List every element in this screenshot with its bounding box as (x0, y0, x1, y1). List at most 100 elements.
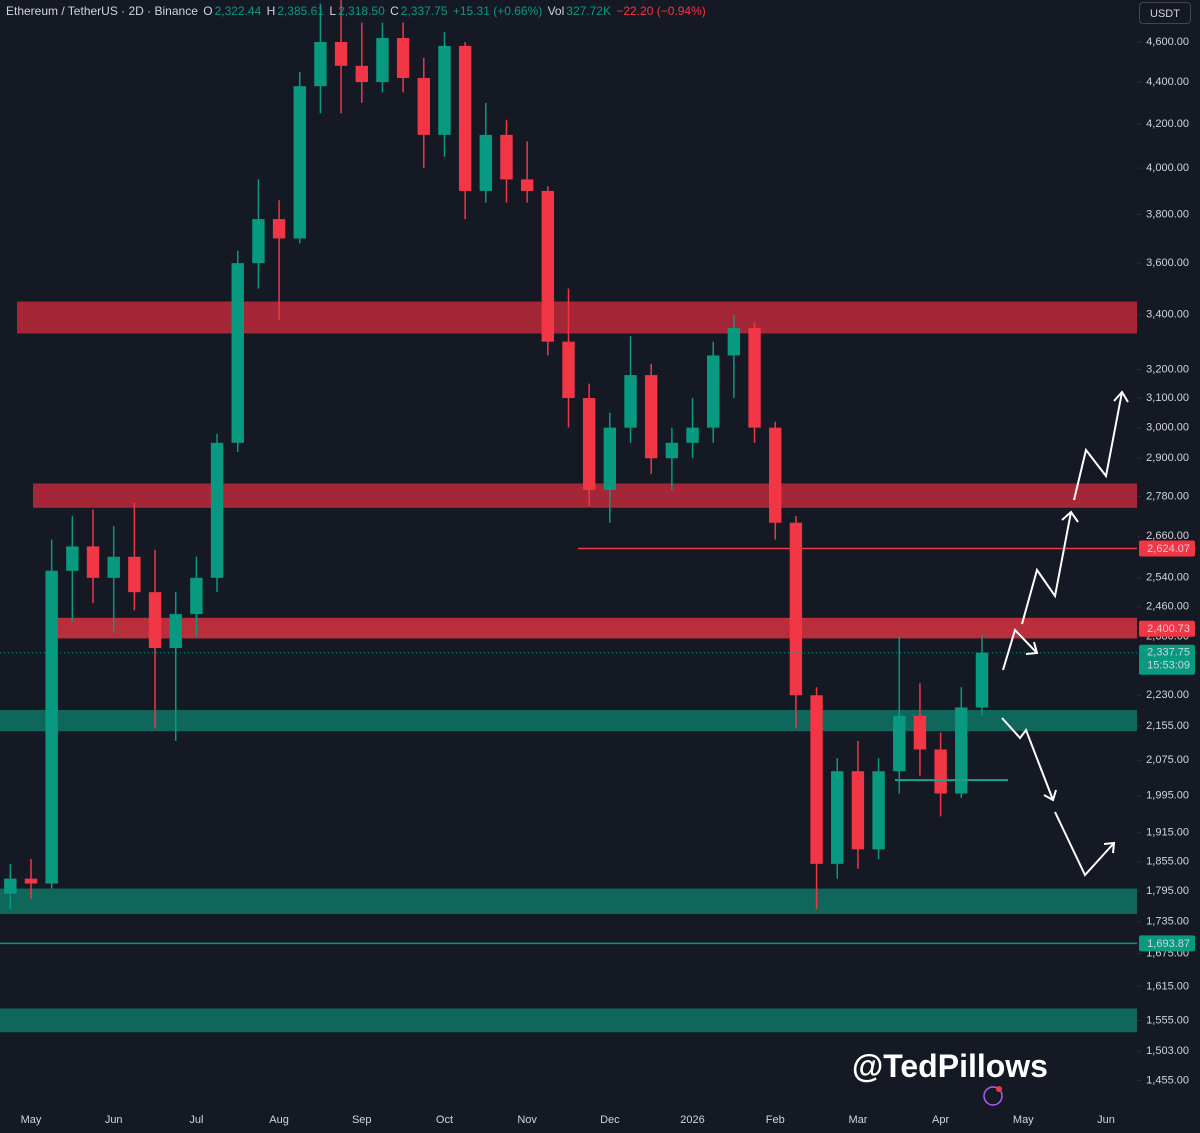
y-tick-label: 3,400.00 (1146, 309, 1189, 321)
arrow-head (1061, 510, 1079, 523)
currency-button[interactable]: USDT (1139, 2, 1191, 24)
icon-dot (996, 1086, 1002, 1092)
candle-body (128, 556, 141, 593)
zone (17, 301, 1137, 334)
arrow-head (1025, 641, 1039, 655)
y-tick-label: 3,800.00 (1146, 208, 1189, 220)
candle-body (293, 86, 306, 239)
zone (0, 888, 1137, 914)
header: Ethereum / TetherUS · 2D · Binance O 2,32… (6, 4, 708, 18)
candle-body (86, 546, 100, 578)
candle-body (520, 179, 534, 191)
last-price-label: 2,337.75 (1147, 647, 1190, 659)
x-tick-label: Jun (1097, 1114, 1115, 1126)
candle-body (603, 427, 617, 490)
arrow (1073, 391, 1123, 501)
candle-body (355, 65, 368, 83)
candle-body (107, 556, 120, 578)
candle-body (582, 398, 596, 490)
y-tick-label: 1,855.00 (1146, 855, 1189, 867)
symbol: Ethereum / TetherUS · 2D · Binance (6, 4, 198, 18)
candle-body (190, 577, 203, 615)
candle-body (955, 707, 968, 794)
last-price-box (1139, 644, 1195, 675)
candle-body (810, 695, 823, 864)
candles (0, 0, 1137, 945)
candle-body (872, 771, 885, 850)
y-tick-label: 3,000.00 (1146, 422, 1189, 434)
candle-body (376, 38, 389, 83)
arrow-head (1043, 789, 1057, 802)
y-tick-label: 2,230.00 (1146, 689, 1189, 701)
candle-body (644, 375, 658, 459)
h: 2,385.61 (277, 4, 325, 18)
y-tick-label: 2,900.00 (1146, 452, 1189, 464)
x-tick-label: Aug (269, 1114, 289, 1126)
candle-body (789, 522, 803, 696)
y-tick-label: 4,200.00 (1146, 118, 1189, 130)
candle-body (479, 134, 493, 191)
price-label-box (1139, 620, 1195, 637)
y-tick-label: 2,460.00 (1146, 601, 1189, 613)
zone (0, 709, 1137, 732)
l-label: L (329, 4, 337, 18)
zones (0, 301, 1137, 1033)
candle-body (769, 427, 782, 523)
x-tick-label: Dec (600, 1114, 620, 1126)
y-tick-label: 3,600.00 (1146, 257, 1189, 269)
candle-body (210, 442, 224, 578)
y-tick-label: 1,915.00 (1146, 827, 1189, 839)
x-tick-label: Nov (517, 1114, 537, 1126)
candle-body (396, 38, 410, 78)
price-label: 1,693.87 (1147, 938, 1190, 950)
candle-body (314, 41, 327, 87)
y-tick-label: 3,200.00 (1146, 363, 1189, 375)
countdown: 15:53:09 (1147, 660, 1190, 672)
y-tick-label: 4,600.00 (1146, 36, 1189, 48)
candle-body (934, 749, 947, 794)
candle-body (748, 328, 761, 428)
candle-body (893, 715, 906, 772)
candle-body (500, 134, 513, 180)
x-tick-label: Oct (436, 1114, 453, 1126)
y-tick-label: 1,995.00 (1146, 790, 1189, 802)
x-tick-label: Sep (352, 1114, 372, 1126)
h-label: H (266, 4, 276, 18)
candle-body (252, 219, 265, 264)
price-label-box (1139, 935, 1195, 952)
price-label-box (1139, 540, 1195, 557)
arrow (1021, 511, 1072, 625)
drawings (1001, 390, 1129, 877)
candle-body (4, 878, 17, 894)
candle-body (624, 375, 637, 428)
candle-body (148, 592, 162, 648)
o: 2,322.44 (214, 4, 262, 18)
arrow-head (1113, 390, 1129, 403)
x-tick-label: May (1013, 1114, 1034, 1126)
candle-body (231, 263, 244, 443)
arrow (1002, 628, 1038, 671)
candle-body (45, 570, 58, 884)
y-tick-label: 2,780.00 (1146, 490, 1189, 502)
x-tick-label: Mar (848, 1114, 867, 1126)
vol-label: Vol (547, 4, 565, 18)
x-tick-label: May (21, 1114, 42, 1126)
candle-body (707, 355, 720, 428)
c: 2,337.75 (400, 4, 448, 18)
candle-body (851, 771, 865, 850)
candle-body (272, 219, 286, 239)
vol: 327.72K (566, 4, 611, 18)
candle-body (831, 771, 844, 864)
axis: 4,600.00 4,400.00 4,200.00 4,000.00 3,800.00… (21, 36, 1195, 1126)
y-tick-label: 1,503.00 (1146, 1045, 1189, 1057)
candle-body (438, 45, 451, 135)
y-tick-label: 2,075.00 (1146, 754, 1189, 766)
x-tick-label: Apr (932, 1114, 949, 1126)
arrow-head (1103, 841, 1116, 854)
zone (0, 1008, 1137, 1033)
change: +15.31 (+0.66%) (452, 4, 543, 18)
candle-body (66, 546, 79, 571)
y-tick-label: 4,000.00 (1146, 162, 1189, 174)
price-label: 2,400.73 (1147, 623, 1190, 635)
